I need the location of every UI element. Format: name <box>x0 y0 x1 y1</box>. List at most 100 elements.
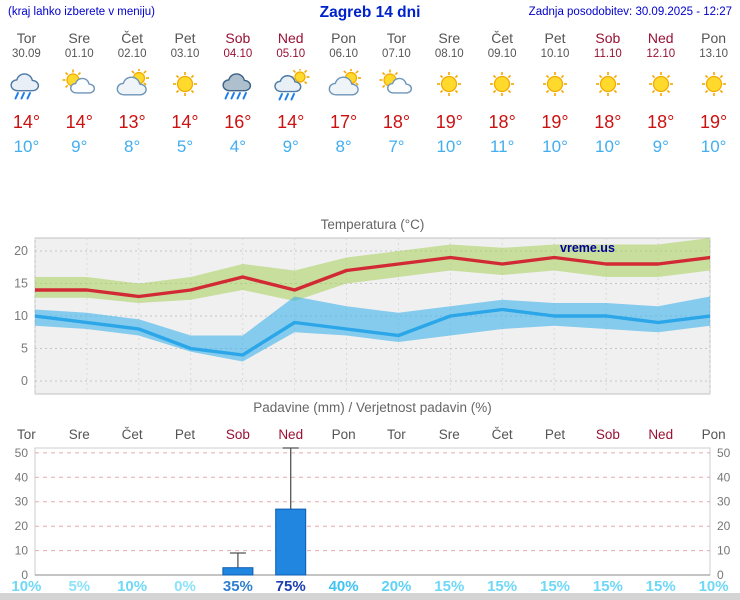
day-name: Pon <box>701 30 727 46</box>
svg-text:20: 20 <box>14 244 28 258</box>
forecast-strip: Tor 30.09 14° 10° Sre 01.10 14° 9° Čet 02.10 13° 8°… <box>0 30 740 159</box>
day-date: 05.10 <box>276 48 306 60</box>
max-temperature: 18° <box>382 112 411 132</box>
precip-probability: 15% <box>593 578 623 595</box>
svg-text:0: 0 <box>21 568 28 582</box>
svg-text:40: 40 <box>15 470 29 484</box>
day-column[interactable]: Sob 11.10 18° 10° <box>581 30 634 159</box>
min-temperature: 10° <box>542 137 568 156</box>
svg-text:30: 30 <box>717 495 731 509</box>
partly-cloudy-icon <box>370 61 423 109</box>
page-title: Zagreb 14 dni <box>319 4 421 21</box>
day-date: 01.10 <box>64 48 94 60</box>
day-name: Ned <box>277 30 304 46</box>
day-column[interactable]: Čet 09.10 18° 11° <box>476 30 529 159</box>
day-date: 07.10 <box>382 48 411 60</box>
day-name: Sre <box>438 30 461 46</box>
day-label: Čet <box>122 427 143 442</box>
day-column[interactable]: Sre 08.10 19° 10° <box>423 30 476 159</box>
day-label: Čet <box>492 427 513 442</box>
day-column[interactable]: Tor 07.10 18° 7° <box>370 30 423 159</box>
precip-probability: 10% <box>11 578 41 595</box>
day-label: Ned <box>648 427 673 442</box>
day-label: Sre <box>439 427 460 442</box>
svg-text:10: 10 <box>14 309 28 323</box>
day-column[interactable]: Sob 04.10 16° 4° <box>211 30 264 159</box>
bottom-divider <box>0 593 740 600</box>
day-label: Pon <box>702 427 726 442</box>
precip-probability: 5% <box>68 578 90 595</box>
precip-probability: 15% <box>646 578 676 595</box>
last-update-timestamp: Zadnja posodobitev: 30.09.2025 - 12:27 <box>528 6 732 18</box>
min-temperature: 10° <box>13 137 40 156</box>
max-temperature: 18° <box>594 112 622 132</box>
precip-probability: 0% <box>174 578 196 595</box>
svg-text:20: 20 <box>717 519 731 533</box>
precip-chart-title: Padavine (mm) / Verjetnost padavin (%) <box>253 400 492 415</box>
location-menu-hint: (kraj lahko izberete v meniju) <box>8 6 156 18</box>
precip-probability: 15% <box>434 578 464 595</box>
svg-text:30: 30 <box>15 495 29 509</box>
max-temperature: 14° <box>171 112 199 132</box>
precip-probability: 35% <box>223 578 253 595</box>
day-name: Sob <box>595 30 621 46</box>
day-column[interactable]: Čet 02.10 13° 8° <box>106 30 159 159</box>
sunny-icon <box>634 61 687 109</box>
sunny-icon <box>159 61 212 109</box>
day-column[interactable]: Pet 10.10 19° 10° <box>529 30 582 159</box>
page-header: (kraj lahko izberete v meniju) Zagreb 14… <box>0 0 740 26</box>
svg-text:50: 50 <box>15 446 29 460</box>
max-temperature: 14° <box>12 112 41 132</box>
svg-text:10: 10 <box>15 544 29 558</box>
partly-cloudy-icon <box>53 61 106 109</box>
day-date: 03.10 <box>170 48 200 60</box>
max-temperature: 16° <box>224 112 252 132</box>
precip-probability: 10% <box>117 578 147 595</box>
rain-icon <box>0 61 53 109</box>
day-label: Pon <box>332 427 356 442</box>
heavy-rain-icon <box>211 61 264 109</box>
min-temperature: 9° <box>71 137 88 156</box>
mostly-cloudy-icon <box>106 61 159 109</box>
day-label: Pet <box>175 427 196 442</box>
day-date: 09.10 <box>487 48 517 60</box>
day-column[interactable]: Tor 30.09 14° 10° <box>0 30 53 159</box>
min-temperature: 4° <box>229 137 246 156</box>
max-temperature: 14° <box>65 112 93 132</box>
day-date: 08.10 <box>434 48 464 60</box>
min-temperature-line <box>35 307 710 357</box>
day-name: Sre <box>68 30 91 46</box>
max-temperature: 13° <box>118 112 146 132</box>
mostly-cloudy-icon <box>317 61 370 109</box>
day-label: Sob <box>596 427 620 442</box>
day-name: Ned <box>647 30 674 46</box>
max-temperature: 19° <box>435 112 463 132</box>
temperature-chart: 0 5 10 15 20 Temperatura (°C) vreme.us <box>14 217 711 395</box>
sunny-icon <box>423 61 476 109</box>
day-label: Pet <box>545 427 566 442</box>
max-temperature: 14° <box>277 112 305 132</box>
day-column[interactable]: Pet 03.10 14° 5° <box>159 30 212 159</box>
svg-text:0: 0 <box>717 568 724 582</box>
svg-text:0: 0 <box>21 374 28 388</box>
sunny-icon <box>476 61 529 109</box>
max-temperature: 18° <box>488 112 516 132</box>
day-column[interactable]: Pon 13.10 19° 10° <box>687 30 740 159</box>
day-column[interactable]: Sre 01.10 14° 9° <box>53 30 106 159</box>
day-column[interactable]: Pon 06.10 17° 8° <box>317 30 370 159</box>
day-label: Sre <box>69 427 90 442</box>
day-name: Pet <box>174 30 196 46</box>
min-temperature: 10° <box>436 137 463 156</box>
day-column[interactable]: Ned 12.10 18° 9° <box>634 30 687 159</box>
svg-text:40: 40 <box>717 470 731 484</box>
svg-text:50: 50 <box>717 446 731 460</box>
day-name: Tor <box>386 30 407 46</box>
day-name: Pet <box>544 30 566 46</box>
day-name: Tor <box>16 30 37 46</box>
watermark: vreme.us <box>560 241 615 255</box>
day-date: 10.10 <box>540 48 570 60</box>
day-column[interactable]: Ned 05.10 14° 9° <box>264 30 317 159</box>
svg-text:20: 20 <box>15 519 29 533</box>
precip-probability: 75% <box>276 578 306 595</box>
